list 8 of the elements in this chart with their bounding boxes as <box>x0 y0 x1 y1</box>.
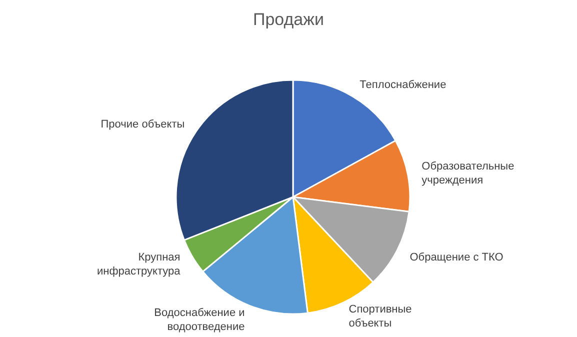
slice-label: Крупная инфраструктура <box>96 252 182 278</box>
slice-label: Спортивные объекты <box>348 304 412 330</box>
slice-label: Теплоснабжение <box>360 79 446 92</box>
slice-label: Водоснабжение и водоотведение <box>154 306 245 333</box>
slice-label: Обращение с ТКО <box>410 251 504 264</box>
chart-title: Продажи <box>252 10 325 30</box>
slice-label: Прочие объекты <box>100 118 185 130</box>
slice-label: Образовательные учреждения <box>422 160 514 186</box>
